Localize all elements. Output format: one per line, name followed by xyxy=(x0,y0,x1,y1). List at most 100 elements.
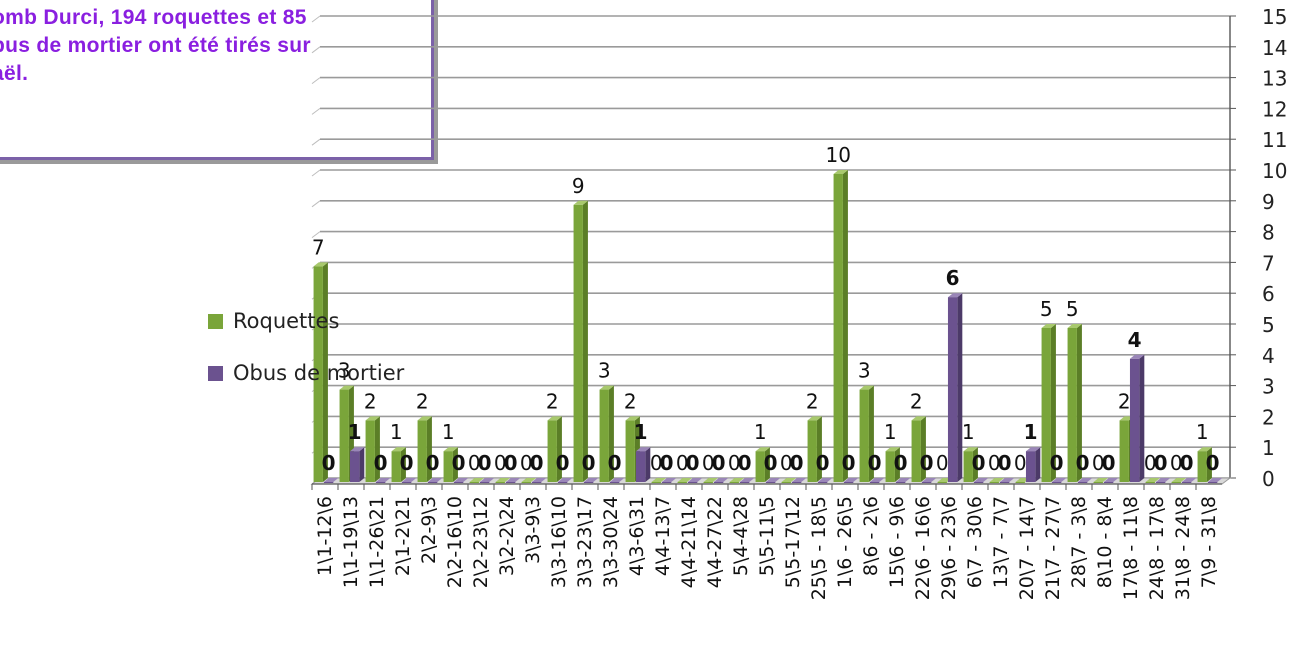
data-label-roquettes-31: 2 xyxy=(1118,389,1131,413)
bar-roquettes-16-top xyxy=(729,478,744,482)
data-label-roquettes-1: 3 xyxy=(338,359,351,383)
data-label-obus-13: 0 xyxy=(660,451,674,475)
x-tick-label-0: 1\1-12\6 xyxy=(314,496,336,576)
bar-obus-33 xyxy=(1181,482,1192,483)
data-label-obus-29: 0 xyxy=(1076,451,1090,475)
x-tick-label-21: 8\6 - 2\6 xyxy=(860,496,882,576)
y-tick-label-6: 6 xyxy=(1262,282,1275,306)
bar-obus-26-top xyxy=(999,478,1015,482)
bar-roquettes-10-top xyxy=(573,200,588,205)
bar-roquettes-4-side xyxy=(426,416,432,482)
data-label-obus-5: 0 xyxy=(452,451,466,475)
bar-roquettes-2 xyxy=(365,420,375,482)
bar-obus-14 xyxy=(687,482,698,483)
bar-roquettes-7 xyxy=(495,482,505,483)
bar-roquettes-9-side xyxy=(556,416,562,482)
bar-roquettes-1-top xyxy=(339,385,354,390)
bar-obus-10 xyxy=(583,482,594,483)
bar-roquettes-33-top xyxy=(1171,478,1186,482)
bar-obus-0-top xyxy=(323,478,339,482)
bar-roquettes-1 xyxy=(339,389,349,482)
bar-roquettes-19-side xyxy=(816,416,822,482)
x-tick-label-26: 13\7 - 7\7 xyxy=(990,496,1012,588)
bar-obus-29 xyxy=(1077,482,1088,483)
bar-obus-22 xyxy=(895,482,906,483)
legend-item-roquettes: Roquettes xyxy=(208,295,404,347)
x-tick-label-17: 5\5-11\5 xyxy=(756,496,778,576)
y-tick-label-13: 13 xyxy=(1262,67,1287,91)
data-label-roquettes-16: 0 xyxy=(728,451,741,475)
x-tick-label-12: 4\3-6\31 xyxy=(626,496,648,576)
data-label-obus-16: 0 xyxy=(738,451,752,475)
bar-obus-4-top xyxy=(427,478,443,482)
bar-roquettes-16 xyxy=(729,482,739,483)
data-label-roquettes-34: 1 xyxy=(1196,420,1209,444)
chart-legend: Roquettes Obus de mortier xyxy=(208,295,404,399)
x-tick-label-27: 20\7 - 14\7 xyxy=(1016,496,1038,600)
data-label-obus-21: 0 xyxy=(868,451,882,475)
bar-obus-17 xyxy=(765,482,776,483)
bar-obus-20-top xyxy=(843,478,859,482)
bar-obus-34-top xyxy=(1207,478,1223,482)
bar-obus-17-top xyxy=(765,478,781,482)
bar-obus-25-top xyxy=(973,478,989,482)
y-tick-label-9: 9 xyxy=(1262,190,1275,214)
bar-roquettes-20 xyxy=(833,174,843,482)
bar-obus-30 xyxy=(1103,482,1114,483)
bar-roquettes-34-side xyxy=(1206,447,1212,482)
bar-obus-9 xyxy=(557,482,568,483)
data-label-roquettes-4: 2 xyxy=(416,389,429,413)
bar-obus-23 xyxy=(921,482,932,483)
bar-obus-33-top xyxy=(1181,478,1197,482)
bar-obus-7 xyxy=(505,482,516,483)
y-tick-label-14: 14 xyxy=(1262,36,1287,60)
bar-obus-22-top xyxy=(895,478,911,482)
gridline-diag-12 xyxy=(311,108,321,115)
bar-roquettes-24 xyxy=(937,482,947,483)
data-label-roquettes-32: 0 xyxy=(1144,451,1157,475)
gridline-diag-11 xyxy=(311,138,321,146)
bar-obus-12 xyxy=(635,451,646,482)
bar-obus-18-top xyxy=(791,478,807,482)
bar-roquettes-13-top xyxy=(651,478,666,482)
data-label-roquettes-20: 10 xyxy=(826,143,851,167)
bar-obus-1 xyxy=(349,451,360,482)
bar-obus-7-top xyxy=(505,478,521,482)
bar-obus-18 xyxy=(791,482,802,483)
bar-roquettes-15 xyxy=(703,482,713,483)
bar-roquettes-29-top xyxy=(1067,324,1082,328)
x-tick-label-22: 15\6 - 9\6 xyxy=(886,496,908,588)
x-tick-label-31: 17\8 - 11\8 xyxy=(1120,496,1142,600)
data-label-obus-19: 0 xyxy=(816,451,830,475)
bar-roquettes-14-top xyxy=(677,478,692,482)
gridline-diag-15 xyxy=(311,15,321,23)
x-tick-label-33: 31\8 - 24\8 xyxy=(1172,496,1194,600)
data-label-obus-8: 0 xyxy=(530,451,544,475)
y-tick-label-2: 2 xyxy=(1262,405,1275,429)
bar-obus-19-top xyxy=(817,478,833,482)
bar-roquettes-14 xyxy=(677,482,687,483)
y-tick-label-4: 4 xyxy=(1262,344,1275,368)
x-tick-label-8: 3\3-9\3 xyxy=(522,496,544,564)
bar-obus-13 xyxy=(661,482,672,483)
bar-obus-32 xyxy=(1155,482,1166,483)
bar-roquettes-15-top xyxy=(703,478,718,482)
bar-roquettes-29-side xyxy=(1076,324,1082,482)
data-label-obus-12: 1 xyxy=(634,420,648,444)
data-label-obus-27: 1 xyxy=(1024,420,1038,444)
bar-roquettes-23-top xyxy=(911,416,926,421)
info-note-box: omb Durci, 194 roquettes et 85 bus de mo… xyxy=(0,0,434,160)
data-label-obus-6: 0 xyxy=(478,451,492,475)
bar-roquettes-20-side xyxy=(842,170,848,482)
data-label-roquettes-22: 1 xyxy=(884,420,897,444)
bar-obus-24 xyxy=(947,297,958,482)
bar-roquettes-0-top xyxy=(313,262,328,267)
data-label-obus-14: 0 xyxy=(686,451,700,475)
data-label-roquettes-2: 2 xyxy=(364,389,377,413)
bar-roquettes-26 xyxy=(989,482,999,483)
bar-obus-11 xyxy=(609,482,620,483)
bar-roquettes-26-top xyxy=(989,478,1004,482)
bar-roquettes-22-top xyxy=(885,447,900,452)
legend-swatch-roquettes xyxy=(208,313,223,329)
